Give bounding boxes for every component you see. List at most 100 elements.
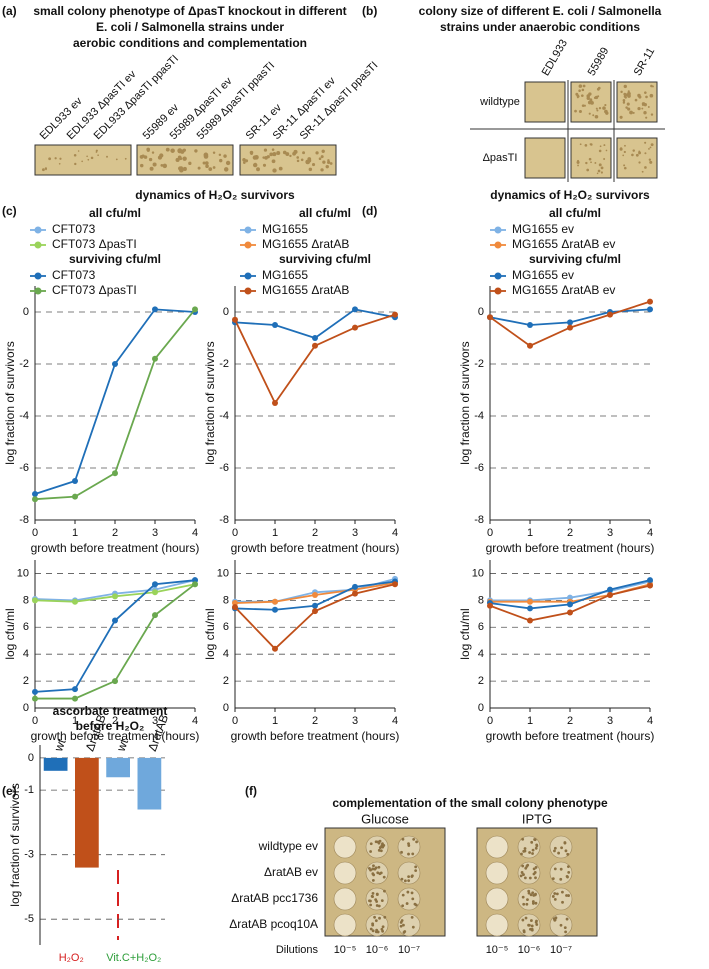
colony — [553, 849, 556, 853]
colony — [528, 876, 532, 880]
colony — [378, 872, 382, 876]
colony — [374, 866, 378, 870]
colony — [585, 161, 588, 165]
y-tick-label: -6 — [219, 462, 229, 474]
spot — [365, 835, 389, 859]
data-point — [527, 342, 533, 349]
colony — [90, 156, 94, 160]
colony — [262, 156, 265, 159]
spot — [549, 861, 573, 885]
colony — [329, 162, 333, 165]
colony — [623, 150, 626, 154]
colony — [598, 107, 602, 110]
colony — [578, 89, 581, 92]
colony — [402, 923, 405, 927]
y-axis-label: log fraction of survivors — [458, 341, 472, 464]
colony — [588, 92, 592, 96]
colony — [178, 166, 183, 171]
legend-marker — [494, 241, 502, 249]
colony — [561, 900, 564, 904]
colony — [225, 160, 231, 166]
colony — [307, 158, 312, 163]
colony — [223, 154, 227, 158]
colony — [374, 840, 378, 844]
colony — [212, 166, 216, 169]
data-point — [112, 593, 118, 600]
data-point — [352, 590, 358, 597]
condition-label: Glucose — [361, 811, 409, 826]
spot — [333, 861, 357, 885]
x-tick-label: 2 — [567, 715, 573, 727]
colony — [627, 107, 631, 111]
colony — [623, 166, 627, 170]
colony — [649, 93, 654, 98]
colony — [77, 150, 80, 152]
data-point — [32, 491, 38, 497]
category-label: wt — [113, 736, 131, 754]
data-point — [152, 306, 158, 313]
colony — [74, 162, 77, 166]
data-point — [272, 606, 278, 613]
colony — [263, 148, 268, 152]
colony — [565, 875, 569, 878]
series-line — [234, 313, 396, 405]
colony — [152, 162, 157, 167]
colony — [140, 163, 144, 168]
row-label: ΔpasTI — [483, 152, 518, 164]
colony — [245, 159, 249, 163]
data-point — [607, 591, 613, 598]
data-point — [647, 582, 653, 589]
colony — [151, 151, 155, 154]
colony — [188, 161, 192, 166]
colony — [400, 850, 403, 854]
colony — [81, 160, 83, 163]
colony — [521, 895, 525, 899]
y-tick-label: 6 — [23, 621, 29, 633]
column-label: EDL933 — [540, 38, 570, 78]
data-point — [72, 598, 78, 605]
y-tick-label: 2 — [23, 675, 29, 687]
y-tick-label: 0 — [23, 702, 29, 714]
colony — [567, 870, 571, 874]
colony — [564, 930, 568, 934]
plate-image — [524, 81, 566, 123]
colony — [296, 159, 300, 163]
data-point — [72, 493, 78, 500]
y-tick-label: 10 — [472, 567, 484, 579]
colony — [411, 897, 415, 901]
colony — [368, 899, 371, 903]
y-tick-label: 0 — [223, 306, 229, 318]
colony — [412, 837, 416, 841]
y-axis-label: log cfu/ml — [3, 608, 17, 659]
data-point — [647, 298, 653, 305]
colony — [645, 116, 648, 119]
colony — [564, 849, 568, 853]
data-point — [352, 306, 358, 313]
y-tick-label: 10 — [17, 567, 29, 579]
colony — [586, 96, 590, 100]
panel-title: aerobic conditions and complementation — [73, 36, 307, 50]
data-point — [527, 322, 533, 328]
colony — [596, 109, 599, 112]
colony — [296, 156, 299, 159]
x-axis-label: growth before treatment (hours) — [31, 729, 200, 743]
colony — [650, 84, 653, 88]
colony — [637, 106, 641, 111]
y-tick-label: -8 — [219, 514, 229, 526]
column-label: 55989 — [586, 45, 612, 77]
colony — [531, 902, 535, 905]
colony — [165, 147, 170, 152]
colony — [565, 894, 568, 897]
data-point — [32, 695, 38, 702]
colony — [638, 150, 641, 153]
y-tick-label: -3 — [24, 849, 34, 861]
legend-marker — [34, 241, 42, 249]
group-label: Vit.C+H₂O₂ — [106, 952, 161, 964]
x-tick-label: 1 — [527, 715, 533, 727]
colony — [600, 166, 604, 170]
colony — [212, 151, 216, 154]
data-point — [272, 645, 278, 652]
colony — [553, 846, 557, 850]
spot — [485, 861, 509, 885]
panel-title: small colony phenotype of ΔpasT knockout… — [33, 4, 346, 18]
